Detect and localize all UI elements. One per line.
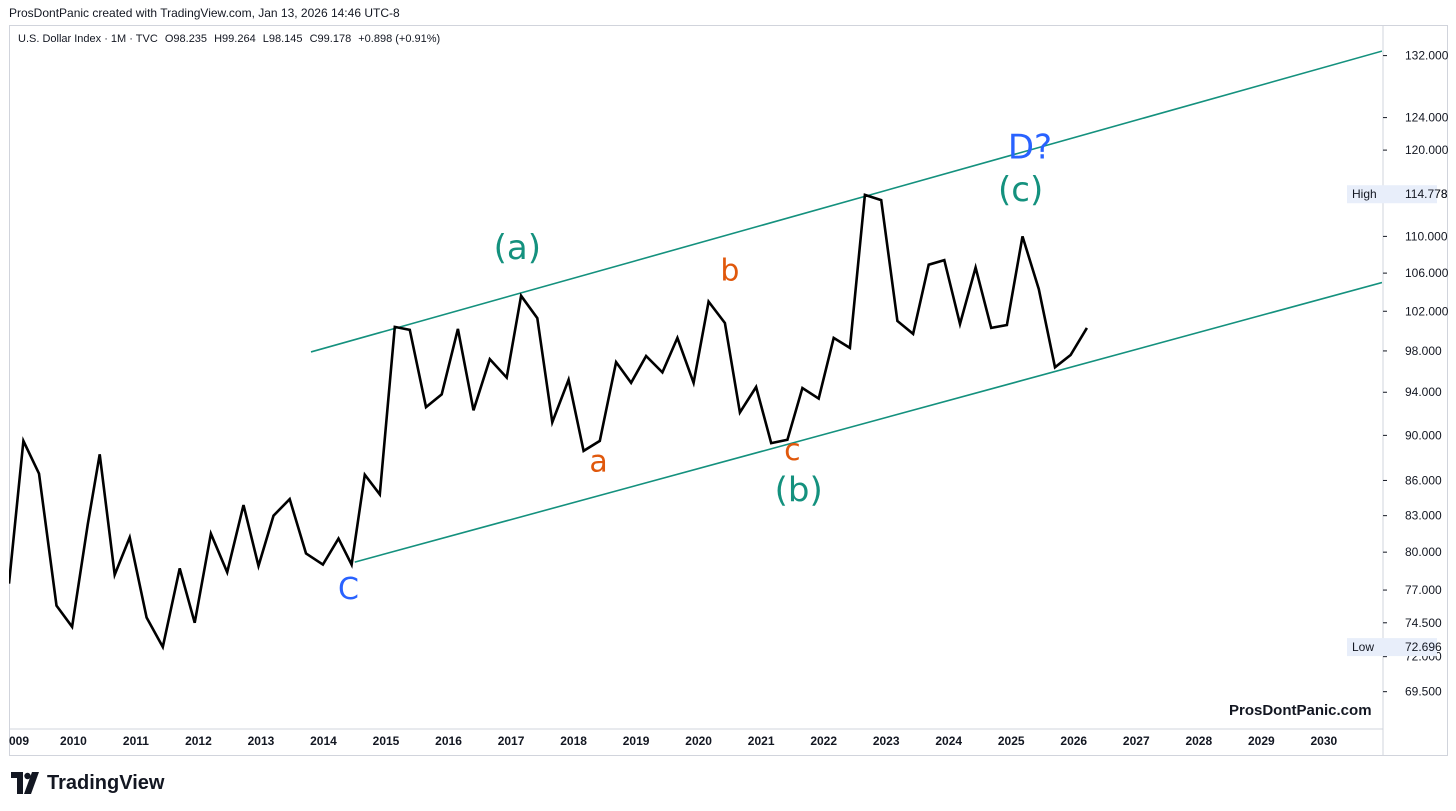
price-tick-label: 80.000 (1405, 545, 1442, 559)
time-tick-label: 2010 (60, 734, 87, 748)
time-tick-label: 009 (9, 734, 29, 748)
time-tick-label: 2016 (435, 734, 462, 748)
price-tick-label: 110.000 (1405, 229, 1448, 243)
low-value: L98.145 (262, 33, 303, 45)
close-value: C99.178 (309, 33, 352, 45)
high-value: H99.264 (214, 33, 256, 45)
high-marker-value: 114.778 (1405, 187, 1448, 201)
watermark: ProsDontPanic.com (1229, 702, 1372, 719)
tradingview-brand[interactable]: TradingView (11, 770, 164, 796)
time-tick-label: 2025 (998, 734, 1025, 748)
wave-label[interactable]: a (589, 444, 607, 479)
low-marker-value: 72.696 (1405, 640, 1442, 654)
price-tick-label: 74.500 (1405, 616, 1442, 630)
time-tick-label: 2018 (560, 734, 587, 748)
price-tick-label: 77.000 (1405, 583, 1442, 597)
time-tick-label: 2026 (1060, 734, 1087, 748)
upper-channel-line[interactable] (310, 50, 1382, 353)
wave-label[interactable]: (a) (494, 228, 541, 268)
time-tick-label: 2027 (1123, 734, 1150, 748)
price-tick-label: 98.000 (1405, 344, 1442, 358)
time-tick-label: 2021 (748, 734, 775, 748)
chart-frame (9, 25, 1448, 756)
open-value: O98.235 (164, 33, 208, 45)
high-marker-label: High (1352, 187, 1377, 201)
time-tick-label: 2028 (1185, 734, 1212, 748)
brand-name: TradingView (47, 771, 165, 794)
low-marker-label: Low (1352, 640, 1374, 654)
wave-label[interactable]: (b) (775, 470, 823, 510)
symbol-legend[interactable]: U.S. Dollar Index · 1M · TVC O98.235 H99… (18, 33, 444, 45)
price-series-line[interactable] (9, 193, 1089, 651)
low-marker-box (1347, 638, 1437, 657)
price-tick-label: 120.000 (1405, 143, 1449, 157)
symbol-name: U.S. Dollar Index · 1M · TVC (18, 33, 158, 45)
price-tick-label: 124.000 (1405, 111, 1449, 125)
lower-channel-line[interactable] (354, 281, 1382, 563)
price-tick-label: 86.000 (1405, 473, 1442, 487)
price-tick-label: 102.000 (1405, 304, 1449, 318)
time-tick-label: 2014 (310, 734, 337, 748)
time-tick-label: 2030 (1311, 734, 1338, 748)
price-tick-label: 90.000 (1405, 428, 1442, 442)
price-tick-label: 69.500 (1405, 685, 1442, 699)
wave-label[interactable]: (c) (998, 170, 1043, 210)
time-tick-label: 2012 (185, 734, 212, 748)
time-tick-label: 2024 (935, 734, 962, 748)
time-tick-label: 2011 (123, 734, 149, 748)
wave-label[interactable]: b (720, 254, 739, 289)
time-tick-label: 2022 (810, 734, 837, 748)
chart-credit: ProsDontPanic created with TradingView.c… (9, 6, 400, 20)
price-tick-label: 132.000 (1405, 49, 1449, 63)
time-tick-label: 2023 (873, 734, 900, 748)
time-tick-label: 2029 (1248, 734, 1275, 748)
tradingview-logo-icon (11, 772, 39, 794)
time-tick-label: 2019 (623, 734, 650, 748)
high-marker-box (1347, 185, 1437, 204)
time-tick-label: 2017 (498, 734, 525, 748)
wave-label[interactable]: D? (1008, 127, 1052, 167)
price-tick-label: 83.000 (1405, 509, 1442, 523)
time-tick-label: 2015 (373, 734, 400, 748)
time-tick-label: 2020 (685, 734, 712, 748)
change-value: +0.898 (+0.91%) (358, 33, 441, 45)
time-tick-label: 2013 (248, 734, 275, 748)
price-tick-label: 94.000 (1405, 385, 1442, 399)
price-tick-label: 106.000 (1405, 266, 1449, 280)
wave-label[interactable]: C (338, 572, 359, 607)
wave-label[interactable]: c (784, 433, 801, 468)
